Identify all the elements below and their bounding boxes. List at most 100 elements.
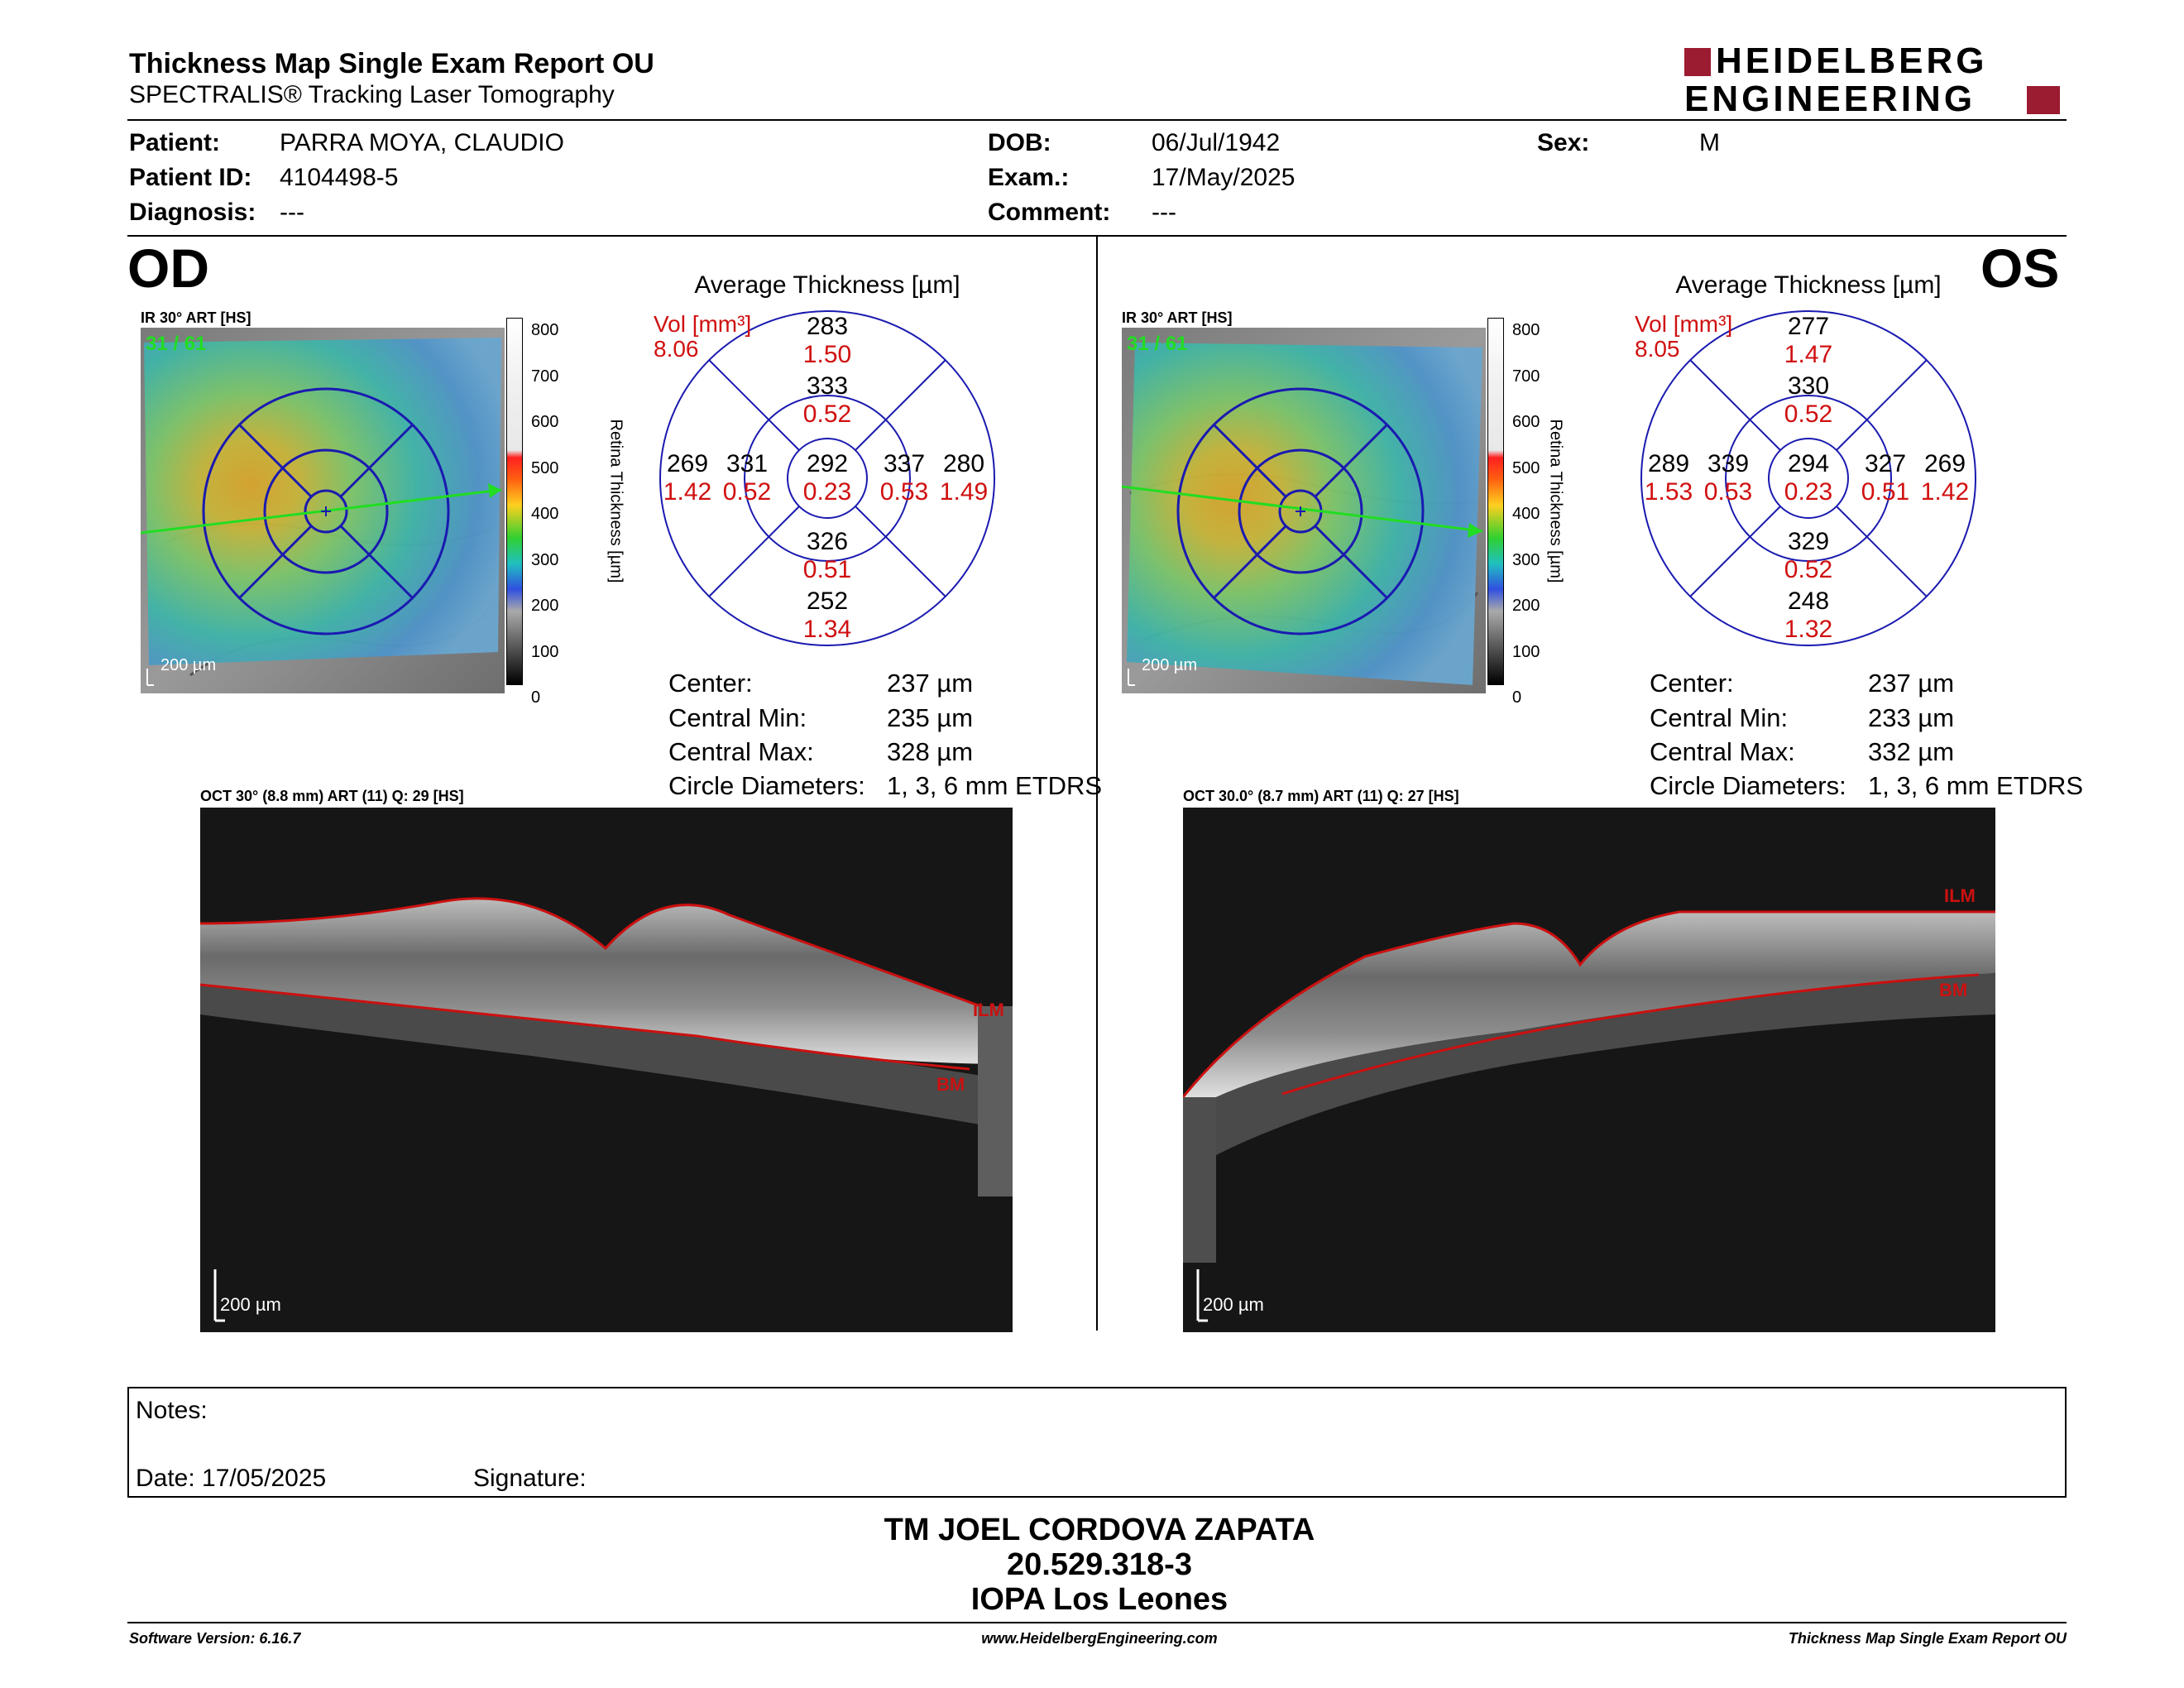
os-optic-disc-shadow [1183,1097,1216,1263]
os-sector-inner-temp: 339 0.53 [1703,450,1753,506]
os-tick: 300 [1512,550,1540,569]
od-sector-inner-inf: 326 0.51 [802,528,852,583]
od-thickness-map[interactable] [141,328,505,693]
od-cmax-label: Central Max: [668,737,814,766]
software-version: Software Version: 6.16.7 [129,1630,301,1647]
os-bm-line [1281,973,1980,1096]
od-oct-tag: OCT 30° (8.8 mm) ART (11) Q: 29 [HS] [200,788,464,804]
os-ir-count: 31 / 61 [1127,333,1188,355]
patient-id: 4104498-5 [280,164,399,191]
os-center-value: 237 µm [1868,669,1955,698]
signature-block: TM JOEL CORDOVA ZAPATA 20.529.318-3 IOPA… [0,1513,2184,1617]
od-etdrs-inner-circle [263,448,389,574]
diagnosis-value: --- [280,199,304,226]
od-avg-title: Average Thickness [µm] [694,271,960,299]
diagnosis-label: Diagnosis: [129,199,256,226]
od-tick: 300 [531,550,559,569]
os-scan-arrow [1468,523,1482,538]
signature-name: TM JOEL CORDOVA ZAPATA [884,1513,1315,1547]
od-sector-inner-temp: 331 0.52 [722,450,772,506]
os-circ-label: Circle Diameters: [1650,771,1846,800]
os-oct-tag: OCT 30.0° (8.7 mm) ART (11) Q: 27 [HS] [1183,788,1459,804]
od-etdrs-center-circle [304,489,348,534]
logo-text-top: HEIDELBERG [1716,41,1988,81]
logo-block-top [1684,48,1711,76]
od-sector-inner-sup: 333 0.52 [802,372,852,428]
od-etdrs-outer-circle [202,387,450,635]
od-circ-label: Circle Diameters: [668,771,865,800]
od-scan-arrow [488,483,501,498]
comment-value: --- [1152,199,1176,226]
od-tick: 200 [531,597,559,615]
os-tick: 100 [1512,642,1540,661]
os-choroid-band [1216,973,1995,1155]
exam-value: 17/May/2025 [1152,164,1296,191]
os-map-scale: 200 µm [1142,656,1198,674]
logo-block-bottom [2027,86,2060,114]
signature-label: Signature: [473,1465,587,1492]
os-sector-inner-nasal: 327 0.51 [1861,450,1910,506]
notes-box[interactable]: Notes: Date: 17/05/2025 Signature: [127,1387,2067,1498]
od-colorbar [506,318,523,685]
od-sector-outer-temp: 269 1.42 [663,450,712,506]
od-sector-center: 292 0.23 [802,450,852,506]
website-link[interactable]: www.HeidelbergEngineering.com [981,1630,1218,1647]
patient-label: Patient: [129,129,221,156]
os-sector-outer-sup: 277 1.47 [1784,313,1833,368]
od-choroid-band [200,985,1013,1130]
report-subtitle: SPECTRALIS® Tracking Laser Tomography [129,81,615,108]
os-center-label: Center: [1650,669,1734,698]
od-cmax-value: 328 µm [887,737,974,766]
patient-name: PARRA MOYA, CLAUDIO [280,129,564,156]
os-sector-outer-nasal: 269 1.42 [1920,450,1970,506]
od-sector-outer-sup: 283 1.50 [802,313,852,368]
heidelberg-logo: HEIDELBERG ENGINEERING [1684,41,2067,121]
date-label: Date: 17/05/2025 [136,1465,327,1492]
od-thickness-overlay [144,338,501,665]
os-sector-outer-temp: 289 1.53 [1644,450,1693,506]
exam-label: Exam.: [988,164,1070,191]
os-vol-label: Vol [mm³] [1635,311,1733,337]
os-tick: 500 [1512,458,1540,477]
os-etdrs-grid [1640,310,1976,646]
eye-divider [1096,237,1098,1331]
os-thickness-map[interactable] [1122,328,1486,693]
os-oct-scale: 200 µm [1203,1294,1264,1315]
od-oct-scan[interactable] [200,808,1013,1332]
os-sector-outer-inf: 248 1.32 [1784,587,1833,643]
os-oct-scan[interactable] [1183,808,1995,1332]
dob-value: 06/Jul/1942 [1152,129,1281,156]
os-colorbar-title: Retina Thickness [µm] [1546,419,1565,583]
report-title: Thickness Map Single Exam Report OU [129,48,654,79]
od-center-label: Center: [668,669,753,698]
os-etdrs-outer-circle [1176,387,1425,635]
os-sector-center: 294 0.23 [1784,450,1833,506]
comment-label: Comment: [988,199,1111,226]
os-tick: 600 [1512,413,1540,431]
os-tick: 800 [1512,321,1540,339]
od-ilm-line [200,897,1013,1019]
od-vol-label: Vol [mm³] [654,311,752,337]
od-colorbar-title: Retina Thickness [µm] [606,419,625,583]
sex-label: Sex: [1537,129,1590,156]
od-tick: 700 [531,367,559,386]
od-tick: 100 [531,642,559,661]
os-cmax-value: 332 µm [1868,737,1955,766]
od-colorbar-ticks: 800 700 600 500 400 300 200 100 0 [531,308,558,722]
od-cmin-value: 235 µm [887,703,974,732]
od-sector-inner-nasal: 337 0.53 [879,450,929,506]
os-scan-line [1122,485,1483,533]
os-cmax-label: Central Max: [1650,737,1795,766]
od-tick: 0 [531,688,541,707]
os-tick: 700 [1512,367,1540,386]
logo-text-bottom: ENGINEERING [1684,79,1976,119]
patient-id-label: Patient ID: [129,164,252,191]
od-vol-total: 8.06 [654,336,699,362]
os-tick: 0 [1512,688,1522,707]
od-map-scale: 200 µm [160,656,217,674]
od-sector-outer-inf: 252 1.34 [802,587,852,643]
od-tick: 500 [531,458,559,477]
notes-label: Notes: [136,1397,208,1424]
eye-label-od: OD [127,237,209,299]
os-colorbar [1487,318,1504,685]
